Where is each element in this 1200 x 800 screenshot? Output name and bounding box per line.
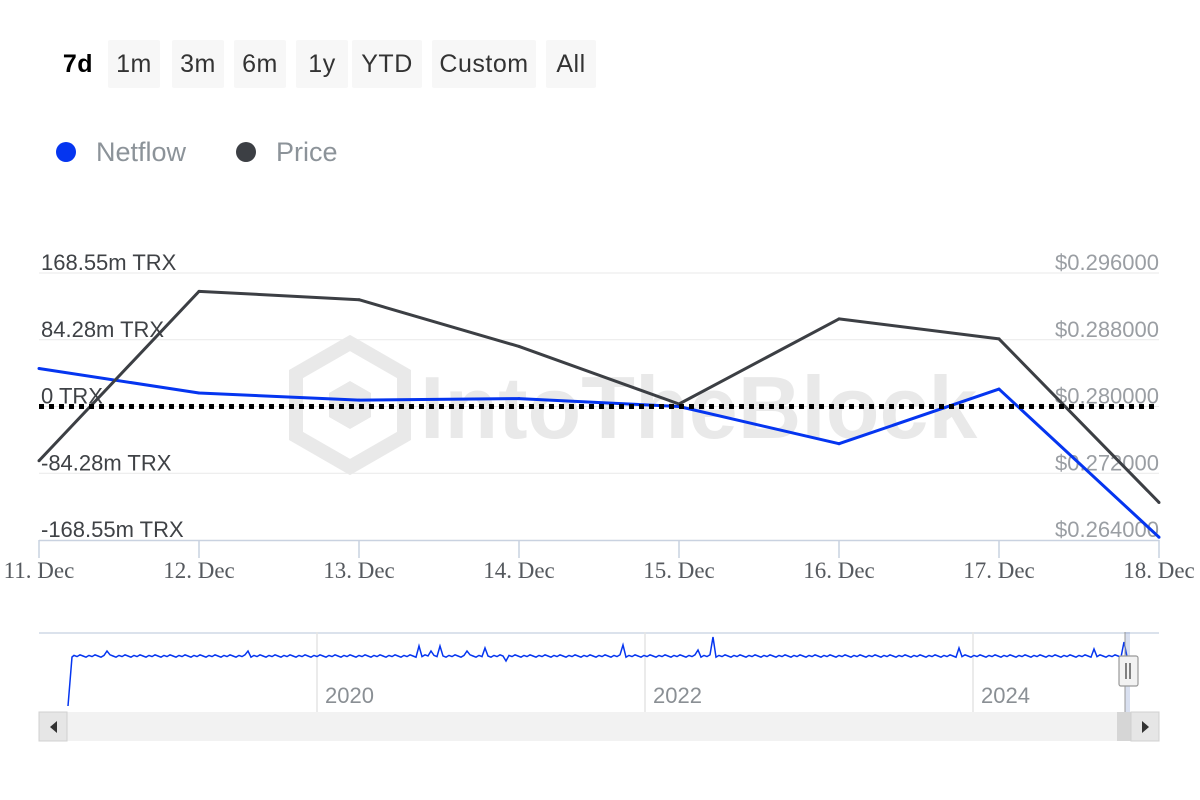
range-3m-button[interactable]: 3m: [172, 40, 224, 88]
data-point-netflow[interactable]: [197, 391, 201, 395]
navigator-series-line: [67, 636, 1128, 707]
range-custom-button[interactable]: Custom: [432, 40, 536, 88]
range-7d-button[interactable]: 7d: [62, 49, 94, 78]
data-point-price[interactable]: [997, 337, 1001, 341]
data-point-price[interactable]: [517, 344, 521, 348]
navigator-handle[interactable]: [1118, 655, 1139, 687]
data-point-netflow[interactable]: [357, 398, 361, 402]
y-right-tick-label: $0.288000: [1055, 317, 1159, 342]
navigator-year-label: 2022: [653, 683, 702, 708]
x-tick-label: 11. Dec: [4, 558, 75, 583]
scrollbar-track[interactable]: [39, 712, 1159, 741]
data-point-netflow[interactable]: [1157, 535, 1161, 539]
navigator-year-label: 2020: [325, 683, 374, 708]
legend-price-label: Price: [276, 136, 338, 167]
x-tick-label: 15. Dec: [643, 558, 715, 583]
data-point-netflow[interactable]: [837, 442, 841, 446]
x-tick-label: 13. Dec: [323, 558, 395, 583]
data-point-price[interactable]: [1157, 500, 1161, 504]
range-1y-button[interactable]: 1y: [296, 40, 348, 88]
legend-netflow[interactable]: Netflow: [56, 128, 186, 176]
y-left-tick-label: -168.55m TRX: [41, 517, 184, 542]
data-point-netflow[interactable]: [517, 397, 521, 401]
navigator[interactable]: 2020 2022 2024: [38, 632, 1160, 742]
series-line-price[interactable]: [37, 289, 1161, 504]
y-left-tick-label: 168.55m TRX: [41, 250, 177, 275]
legend-netflow-label: Netflow: [96, 136, 187, 167]
x-tick-label: 18. Dec: [1123, 558, 1195, 583]
range-all-button[interactable]: All: [546, 40, 596, 88]
range-ytd-button[interactable]: YTD: [352, 40, 422, 88]
watermark-logo-icon: [289, 334, 411, 476]
y-left-tick-label: 84.28m TRX: [41, 317, 164, 342]
scroll-left-arrow-icon: [50, 721, 57, 733]
range-6m-button[interactable]: 6m: [234, 40, 286, 88]
y-left-tick-label: -84.28m TRX: [41, 450, 172, 475]
scrollbar-thumb[interactable]: [1117, 712, 1131, 741]
range-1m-button[interactable]: 1m: [108, 40, 160, 88]
data-point-netflow[interactable]: [37, 366, 41, 370]
data-point-price[interactable]: [357, 298, 361, 302]
data-point-price[interactable]: [837, 317, 841, 321]
scroll-right-arrow-icon: [1142, 721, 1149, 733]
series-line-netflow[interactable]: [38, 366, 1161, 539]
netflow-dot-icon: [56, 142, 76, 162]
data-point-price[interactable]: [37, 459, 41, 463]
series: [37, 289, 1161, 539]
data-point-netflow[interactable]: [997, 387, 1001, 391]
navigator-year-label: 2024: [981, 683, 1030, 708]
y-right-tick-label: $0.272000: [1055, 450, 1159, 475]
data-point-price[interactable]: [197, 289, 201, 293]
x-tick-label: 16. Dec: [803, 558, 875, 583]
legend-price[interactable]: Price: [236, 128, 338, 176]
x-tick-label: 17. Dec: [963, 558, 1035, 583]
x-tick-label: 14. Dec: [483, 558, 555, 583]
y-right-tick-label: $0.296000: [1055, 250, 1159, 275]
price-dot-icon: [236, 142, 256, 162]
x-tick-label: 12. Dec: [163, 558, 235, 583]
